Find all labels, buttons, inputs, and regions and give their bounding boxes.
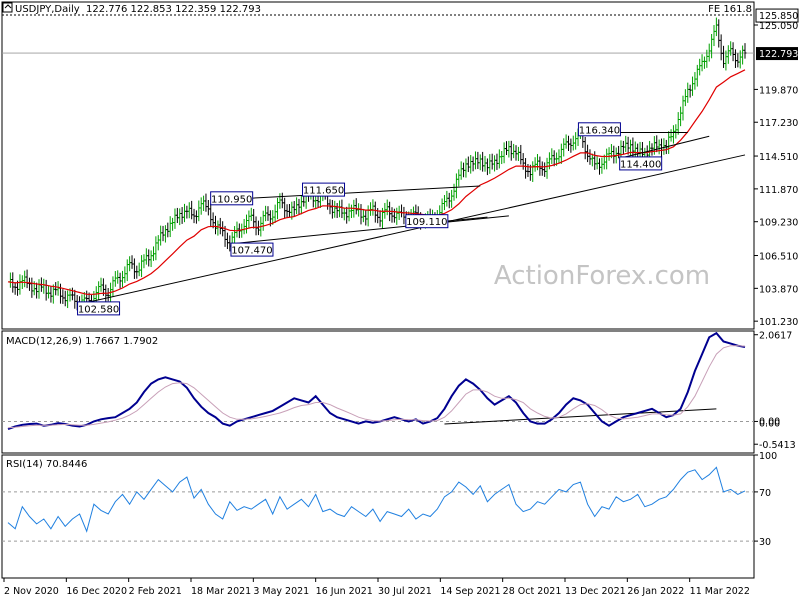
x-tick-label: 16 Jun 2021 (316, 586, 373, 597)
ohlc-label: 122.776 122.853 122.359 122.793 (86, 4, 261, 15)
moving-average-layer (7, 69, 746, 295)
price-label-box (405, 214, 449, 229)
moving-average-line (7, 69, 746, 295)
macd-y-tick-label: 2.0617 (759, 331, 792, 342)
macd-line (7, 331, 746, 430)
y-tick-label: 103.870 (759, 284, 798, 295)
rsi-y-tick-label: 30 (759, 537, 771, 548)
trend-line (79, 154, 746, 305)
x-tick-label: 14 Sep 2021 (440, 586, 500, 597)
macd-layer (7, 331, 746, 430)
y-tick-label: 109.230 (759, 218, 798, 229)
y-tick-label: 106.510 (759, 252, 798, 263)
price-labels-layer: 110.950 111.650 107.470 102.580 109.110 116.3… (77, 122, 663, 316)
price-bar (743, 43, 747, 59)
x-tick-label: 30 Jul 2021 (378, 586, 432, 597)
y-tick-label: 117.230 (759, 118, 798, 129)
price-label-text: 102.580 (78, 304, 119, 315)
x-tick-label: 2 Nov 2020 (4, 586, 59, 597)
macd-trend-line (444, 408, 717, 425)
price-label-text: 110.950 (211, 194, 252, 205)
price-label: 111.650 (302, 182, 346, 197)
rsi-title: RSI(14) 70.8446 (6, 459, 87, 470)
rsi-y-tick-label: 100 (759, 451, 777, 462)
y-tick-label: 114.510 (759, 152, 798, 163)
x-tick-label: 13 Dec 2021 (565, 586, 626, 597)
price-bars-layer (8, 17, 747, 312)
price-label-text: 109.110 (406, 217, 447, 228)
price-label-text: 107.470 (231, 246, 272, 257)
price-label-box (577, 122, 621, 137)
price-label: 110.950 (210, 191, 254, 206)
x-tick-label: 28 Oct 2021 (503, 586, 562, 597)
x-tick-label: 3 May 2021 (253, 586, 309, 597)
x-tick-label: 2 Feb 2021 (129, 586, 182, 597)
y-tick-label: 119.870 (759, 85, 798, 96)
price-header: USDJPY,Daily 122.776 122.853 122.359 122… (2, 2, 261, 15)
y-tick-label: 122.793 (759, 49, 798, 60)
fe-label: FE 161.8 (708, 4, 752, 15)
rsi-panel (1, 454, 755, 579)
last-price-flag (756, 47, 798, 61)
trend-line (623, 135, 710, 158)
macd-y-tick-label: 0.00 (759, 416, 780, 427)
x-tick-label: 16 Dec 2020 (66, 586, 127, 597)
x-tick-label: 11 Mar 2022 (690, 586, 750, 597)
y-tick-label: 101.230 (759, 317, 798, 328)
y-tick-label: 125.050 (759, 21, 798, 32)
price-label: 109.110 (405, 214, 449, 229)
axes-layer: 125.050 122.793 119.870 117.230 114.510 111.8… (3, 8, 799, 597)
price-label-text: 114.400 (620, 159, 661, 170)
symbol-label: USDJPY,Daily (15, 4, 80, 15)
price-label: 107.470 (230, 242, 274, 257)
x-tick-label: 26 Jan 2022 (627, 586, 684, 597)
fe-level-text: 125.850 (759, 11, 798, 22)
price-label-box (210, 191, 254, 206)
price-label-box (619, 156, 663, 171)
macd-title: MACD(12,26,9) 1.7667 1.7902 (6, 336, 158, 347)
rsi-layer (7, 466, 746, 533)
price-label: 116.340 (577, 122, 621, 137)
signal-line (7, 345, 746, 429)
fe-level-tag (755, 8, 799, 23)
macd-y-tick-label: 0.00 (759, 418, 780, 429)
price-label-box (230, 242, 274, 257)
trend-line (236, 215, 509, 244)
x-tick-label: 18 Mar 2021 (191, 586, 251, 597)
macd-panel (1, 330, 755, 454)
trend-lines-layer (79, 132, 746, 305)
price-label-box (77, 301, 121, 316)
grid-layer (2, 14, 754, 542)
price-label-box (302, 182, 346, 197)
trend-line (222, 185, 481, 201)
y-tick-label: 111.870 (759, 185, 798, 196)
price-label-text: 116.340 (579, 125, 620, 136)
rsi-line (7, 466, 746, 533)
rsi-y-tick-label: 70 (759, 488, 771, 499)
price-label-text: 111.650 (303, 186, 344, 197)
price-label: 114.400 (619, 156, 663, 171)
macd-y-tick-label: -0.5413 (759, 440, 796, 451)
watermark: ActionForex.com (494, 261, 710, 291)
price-label: 102.580 (77, 301, 121, 316)
